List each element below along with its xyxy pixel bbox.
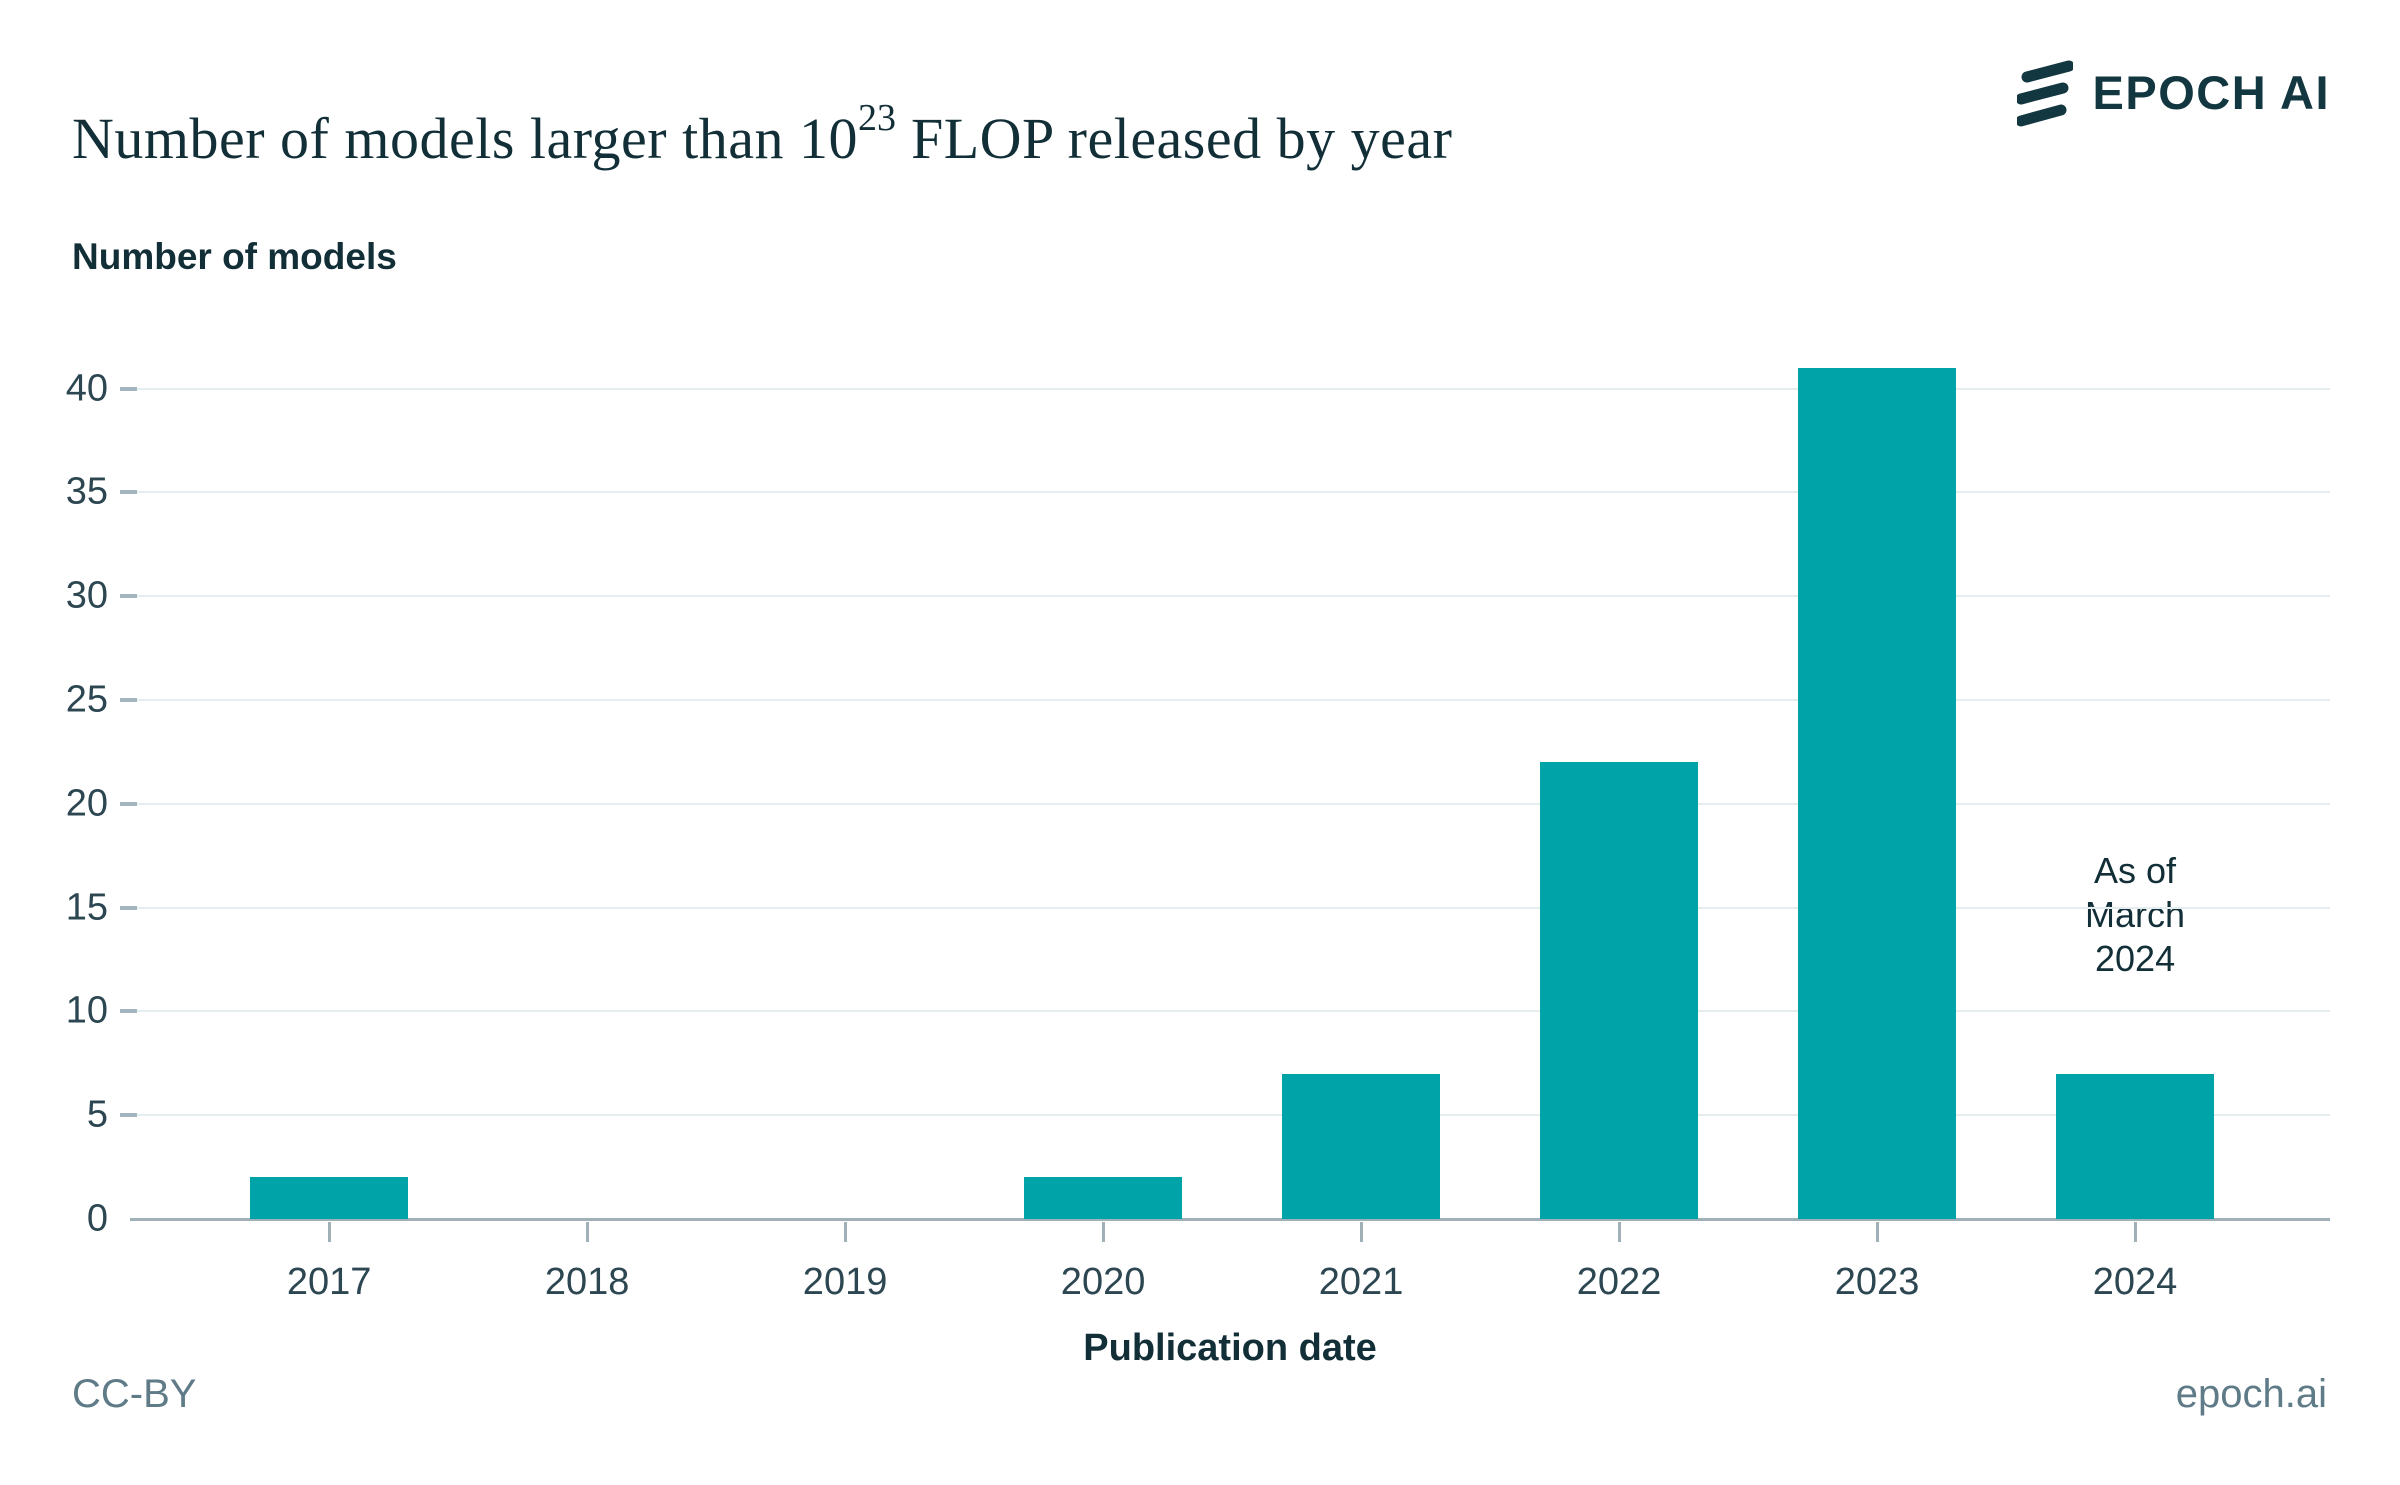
y-tick-mark-5 [120,1113,137,1118]
y-tick-mark-10 [120,1009,137,1014]
gridline-y-35 [130,491,2330,494]
epoch-ai-logo: EPOCH AI [2016,52,2330,132]
x-tick-mark-2022 [1617,1222,1621,1242]
x-tick-mark-2019 [843,1222,847,1242]
bar-2022 [1540,762,1699,1219]
website-label: epoch.ai [2175,1372,2327,1416]
y-tick-label-35: 35 [65,470,108,513]
chart-title-suffix: FLOP released by year [895,106,1453,171]
bar-2024 [2056,1073,2215,1219]
plot-area: As of March 2024 Publication date 0 5 10 15 20… [66,347,2330,1369]
y-tick-mark-40 [120,386,137,391]
y-tick-mark-20 [120,801,137,806]
x-tick-mark-2021 [1359,1222,1363,1242]
chart-title-prefix: Number of models larger than 10 [72,106,858,171]
as-of-annotation: As of March 2024 [2085,849,2185,981]
gridline-y-40 [130,387,2330,390]
x-tick-mark-2023 [1875,1222,1879,1242]
bar-2023 [1798,367,1957,1219]
annotation-line: March [2085,894,2186,935]
gridline-y-25 [130,698,2330,701]
y-tick-label-5: 5 [86,1093,108,1136]
annotation-line: As of [2094,850,2177,891]
y-tick-mark-25 [120,697,137,702]
y-tick-label-15: 15 [65,886,108,929]
epoch-ai-logo-icon [2016,60,2073,127]
y-tick-label-0: 0 [86,1197,108,1240]
chart-title: Number of models larger than 1023 FLOP r… [72,96,1452,172]
x-tick-label-2020: 2020 [1060,1261,1146,1303]
x-tick-mark-2018 [585,1222,589,1242]
bar-2021 [1282,1073,1441,1219]
x-tick-label-2023: 2023 [1834,1261,1920,1303]
y-tick-label-10: 10 [65,989,108,1032]
x-axis-title: Publication date [1083,1327,1377,1369]
x-tick-mark-2017 [327,1222,331,1242]
x-tick-label-2017: 2017 [286,1261,372,1303]
x-tick-label-2024: 2024 [2092,1261,2178,1303]
gridline-y-30 [130,595,2330,598]
y-tick-label-40: 40 [65,367,108,410]
x-axis-line [130,1218,2330,1221]
y-tick-label-25: 25 [65,678,108,721]
epoch-ai-logo-text: EPOCH AI [2092,65,2330,119]
y-tick-mark-30 [120,594,137,599]
gridline-y-5 [130,1114,2330,1117]
y-tick-label-20: 20 [65,782,108,825]
x-tick-label-2019: 2019 [802,1261,888,1303]
chart-title-exponent: 23 [857,97,896,139]
y-tick-mark-15 [120,905,137,910]
bar-2020 [1024,1177,1183,1219]
gridline-y-15 [130,906,2330,909]
x-tick-label-2021: 2021 [1318,1261,1404,1303]
y-tick-mark-35 [120,490,137,495]
y-axis-title: Number of models [72,236,397,277]
gridline-y-10 [130,1010,2330,1013]
x-tick-mark-2024 [2133,1222,2137,1242]
x-tick-mark-2020 [1101,1222,1105,1242]
annotation-line: 2024 [2095,938,2176,979]
license-label: CC-BY [72,1372,197,1416]
bar-2017 [250,1177,409,1219]
y-tick-label-30: 30 [65,574,108,617]
x-tick-label-2022: 2022 [1576,1261,1662,1303]
gridline-y-20 [130,802,2330,805]
x-tick-label-2018: 2018 [544,1261,630,1303]
